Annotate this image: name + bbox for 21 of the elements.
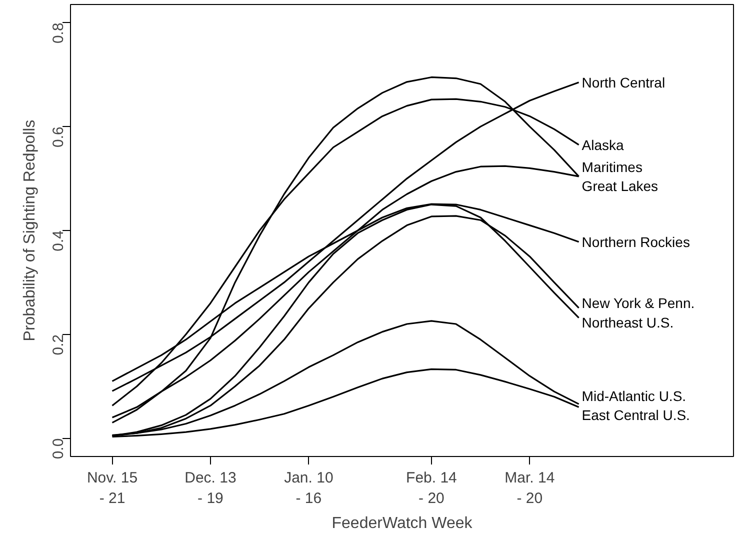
series-label: Alaska bbox=[582, 136, 624, 153]
y-tick-label: 0.6 bbox=[50, 126, 67, 148]
series-label: East Central U.S. bbox=[582, 407, 690, 424]
y-tick-label: 0.2 bbox=[50, 334, 67, 356]
y-tick-label: 0.0 bbox=[50, 438, 67, 460]
x-tick-label: Dec. 13 - 19 bbox=[184, 470, 236, 507]
series-label: Northern Rockies bbox=[582, 234, 690, 250]
x-axis-title: FeederWatch Week bbox=[332, 514, 474, 532]
x-tick-label: Mar. 14 - 20 bbox=[504, 470, 555, 507]
series-label: Great Lakes bbox=[582, 178, 658, 194]
series-label: North Central bbox=[582, 74, 666, 90]
x-tick-label: Feb. 14 - 20 bbox=[406, 470, 457, 507]
series-label: Maritimes bbox=[582, 158, 642, 175]
x-tick-label: Nov. 15 - 21 bbox=[86, 470, 138, 507]
y-tick-label: 0.4 bbox=[50, 230, 67, 252]
y-axis-title: Probability of Sighting Redpolls bbox=[22, 120, 38, 342]
series-label: Northeast U.S. bbox=[582, 314, 674, 330]
series-label: New York & Penn. bbox=[582, 295, 695, 312]
x-tick-label: Jan. 10 - 16 bbox=[284, 470, 334, 507]
y-tick-label: 0.8 bbox=[50, 22, 67, 44]
series-label: Mid-Atlantic U.S. bbox=[582, 388, 686, 404]
